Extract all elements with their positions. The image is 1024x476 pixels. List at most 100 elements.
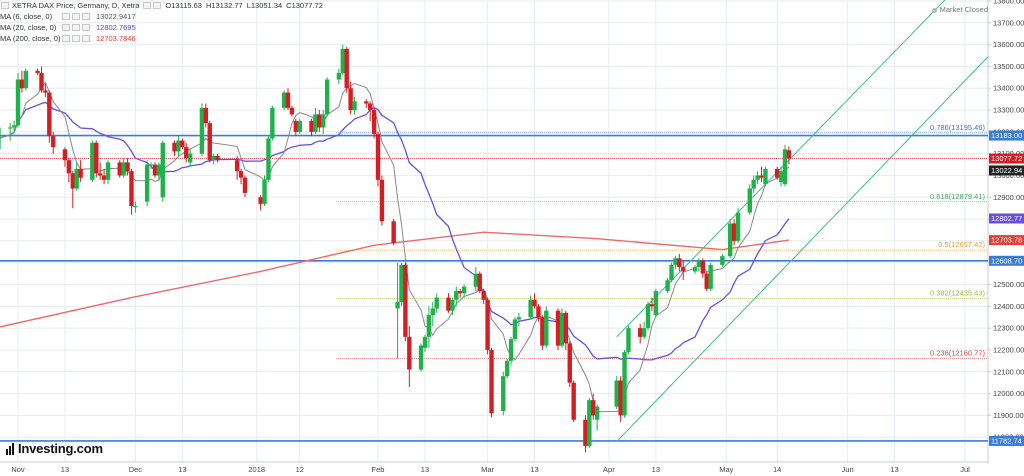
price-axis-label-bg [989,165,1024,176]
fib-level-label: 0.618(12879.41) [930,192,986,201]
candle-up [641,321,647,340]
y-axis-tick-label: 13400.00 [993,84,1024,93]
candle-up [645,301,651,331]
candle-up [336,68,342,84]
price-axis-label-bg [989,235,1024,246]
ma6-value: 13022.9417 [96,12,136,21]
candle-body [399,264,404,302]
candle-down [583,415,588,453]
candle-up [422,334,428,353]
market-status-text: Market Closed [939,5,988,14]
candle-body [35,70,40,73]
x-axis-tick-label: 12 [296,465,304,474]
candle-down [348,81,353,115]
legend-ma20-row: MA (20, close, 0) 12802.7695 [0,22,323,33]
candle-body [258,197,263,204]
candle-body [426,315,432,337]
candle-body [512,319,518,340]
series-settings-box[interactable] [1,2,9,9]
x-axis-tick-label: May [719,465,733,474]
ma6-box-a[interactable] [62,13,70,20]
candle-up [266,136,271,183]
candle-down [258,195,263,211]
candle-body [700,260,706,274]
candle-body [309,120,314,132]
candle-body [720,256,725,265]
candle-down [47,90,52,143]
ma200-box-a[interactable] [62,35,70,42]
ma20-box-c[interactable] [82,24,90,31]
ma6-label: MA (6, close, 0) [0,12,53,21]
candle-body [782,149,788,185]
candle-body [70,173,75,189]
candle-down [317,110,322,132]
brand-text: Investing.com [18,441,103,456]
candle-body [704,273,709,289]
candle-up [751,175,756,193]
candle-body [653,291,659,316]
candle-down [407,325,412,388]
candle-down [184,142,189,163]
ma6-box-b[interactable] [72,13,80,20]
candle-up [148,162,154,169]
candle-down [125,158,130,176]
candle-down [101,168,107,185]
ohlc-open-key: O [165,1,172,10]
price-axis-label-bg [989,130,1024,141]
candle-down [786,146,792,165]
candle-down [78,160,83,183]
price-axis-label: 12703.78 [989,235,1024,246]
candle-body [669,264,674,281]
ohlc-low-value: 13051.34 [250,1,283,10]
x-axis-tick-label: 14 [773,465,781,474]
candle-up [399,262,404,307]
candle-down [489,347,494,418]
y-axis-tick-label: 12200.00 [993,345,1024,354]
x-axis-tick-label: 2018 [248,465,265,474]
x-axis-tick-label: 13 [890,465,898,474]
candle-up [512,317,518,342]
ma200-box-c[interactable] [82,35,90,42]
candle-up [653,288,659,318]
candle-body [187,153,193,163]
candle-down [700,258,706,278]
legend-settings-box[interactable] [143,2,152,9]
candles-layer [0,44,792,453]
candle-down [293,118,299,137]
price-axis-label-text: 12802.77 [991,214,1022,223]
candle-body [751,179,756,189]
price-axis-label: 13077.72 [989,153,1024,164]
candle-up [187,149,193,167]
candle-body [203,107,209,124]
candle-up [144,160,150,207]
x-axis-tick-label: 13 [178,465,186,474]
candle-body [90,142,95,180]
candle-body [78,168,83,178]
candle-body [489,349,494,414]
ma20-box-b[interactable] [72,24,80,31]
price-axis-label-text: 13183.00 [991,131,1022,140]
candle-up [528,295,533,320]
fib-level-label: 0.236(12160.77) [930,349,986,358]
candle-body [317,114,322,128]
y-axis-tick-label: 13600.00 [993,40,1024,49]
candle-body [763,168,768,185]
candle-down [371,107,377,139]
candle-body [665,280,670,292]
candle-body [74,168,79,189]
x-axis-tick-label: Jun [842,465,854,474]
candle-body [262,179,267,204]
legend-close-box[interactable] [153,2,162,9]
candle-body [457,291,463,294]
candle-down [234,155,240,180]
candle-body [379,179,385,222]
ma6-box-c[interactable] [82,13,90,20]
candle-body [270,107,275,139]
candle-body [344,48,349,89]
ma200-box-b[interactable] [72,35,80,42]
candle-body [211,155,216,161]
legend-ma6-row: MA (6, close, 0) 13022.9417 [0,11,323,22]
candle-body [395,301,400,309]
ma20-box-a[interactable] [62,24,70,31]
